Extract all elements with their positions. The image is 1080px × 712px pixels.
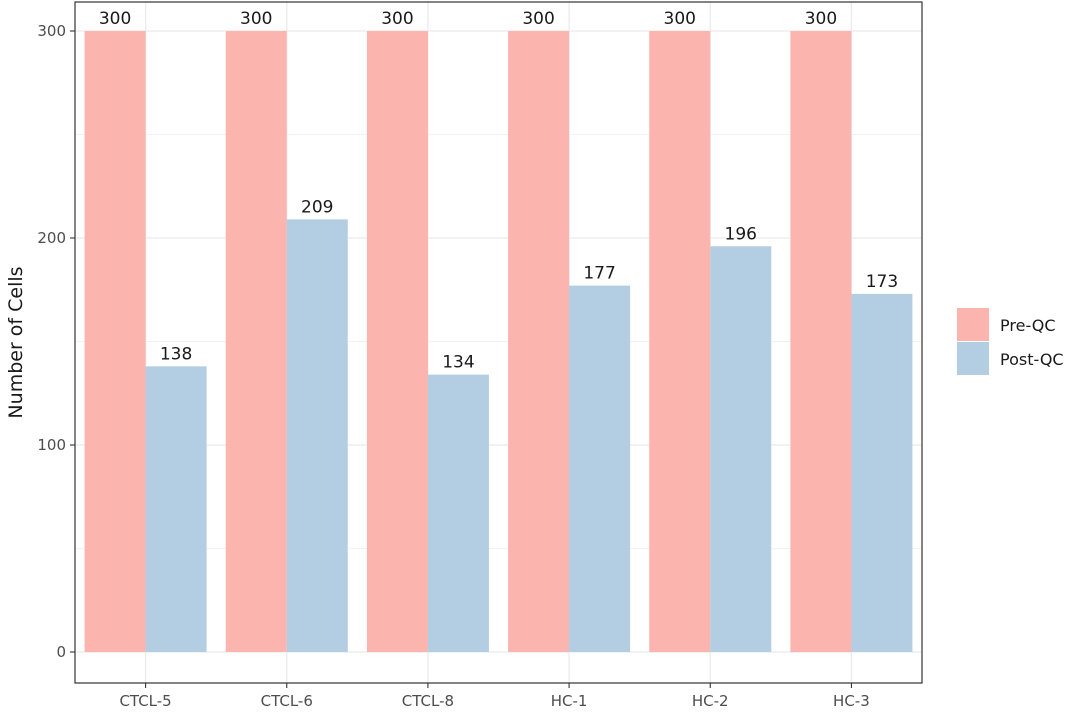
y-tick-label: 300: [37, 22, 66, 40]
data-label: 300: [240, 9, 272, 29]
x-tick-label: HC-2: [692, 692, 729, 710]
bar-post-qc-ctcl-5: [145, 366, 207, 652]
y-tick-label: 0: [56, 643, 66, 661]
data-label: 177: [583, 264, 615, 284]
data-label: 173: [866, 272, 898, 292]
data-label: 134: [442, 353, 474, 373]
bar-post-qc-hc-3: [851, 293, 913, 652]
bar-post-qc-hc-1: [569, 285, 631, 652]
x-tick-label: CTCL-5: [119, 692, 171, 710]
panel-background: [75, 2, 922, 683]
data-label: 196: [725, 224, 757, 244]
legend-key-pre-qc: [957, 308, 989, 341]
data-label: 300: [99, 9, 131, 29]
x-tick-label: CTCL-6: [261, 692, 313, 710]
bar-post-qc-ctcl-6: [286, 219, 348, 652]
legend-label: Pre-QC: [1000, 316, 1056, 335]
axes: 0 100 200 300 CTCL-5 CTCL-6 CTCL-8 HC-1 HC-2 HC-3: [37, 22, 869, 710]
data-label: 300: [664, 9, 696, 29]
y-axis-title: Number of Cells: [5, 266, 27, 418]
x-tick-label: CTCL-8: [402, 692, 454, 710]
bar-pre-qc-ctcl-5: [84, 31, 146, 652]
y-tick-label: 200: [37, 229, 66, 247]
bar-post-qc-ctcl-8: [427, 374, 489, 652]
data-label: 300: [522, 9, 554, 29]
x-tick-label: HC-3: [833, 692, 870, 710]
bars: [84, 31, 913, 652]
bar-pre-qc-hc-1: [508, 31, 570, 652]
legend-label: Post-QC: [1000, 350, 1064, 369]
data-label: 300: [805, 9, 837, 29]
data-label: 209: [301, 197, 333, 217]
bar-pre-qc-hc-3: [790, 31, 852, 652]
x-tick-label: HC-1: [551, 692, 588, 710]
data-labels: 300 138 300 209 300 134 300 177 300 196 300 173: [99, 9, 898, 373]
y-tick-label: 100: [37, 436, 66, 454]
bar-pre-qc-ctcl-6: [225, 31, 287, 652]
legend-key-post-qc: [957, 342, 989, 375]
data-label: 300: [381, 9, 413, 29]
bar-pre-qc-hc-2: [649, 31, 711, 652]
data-label: 138: [160, 344, 192, 364]
bar-post-qc-hc-2: [710, 246, 772, 652]
legend: Pre-QC Post-QC: [957, 308, 1064, 375]
bar-pre-qc-ctcl-8: [366, 31, 428, 652]
panel-border: [74, 1, 923, 684]
